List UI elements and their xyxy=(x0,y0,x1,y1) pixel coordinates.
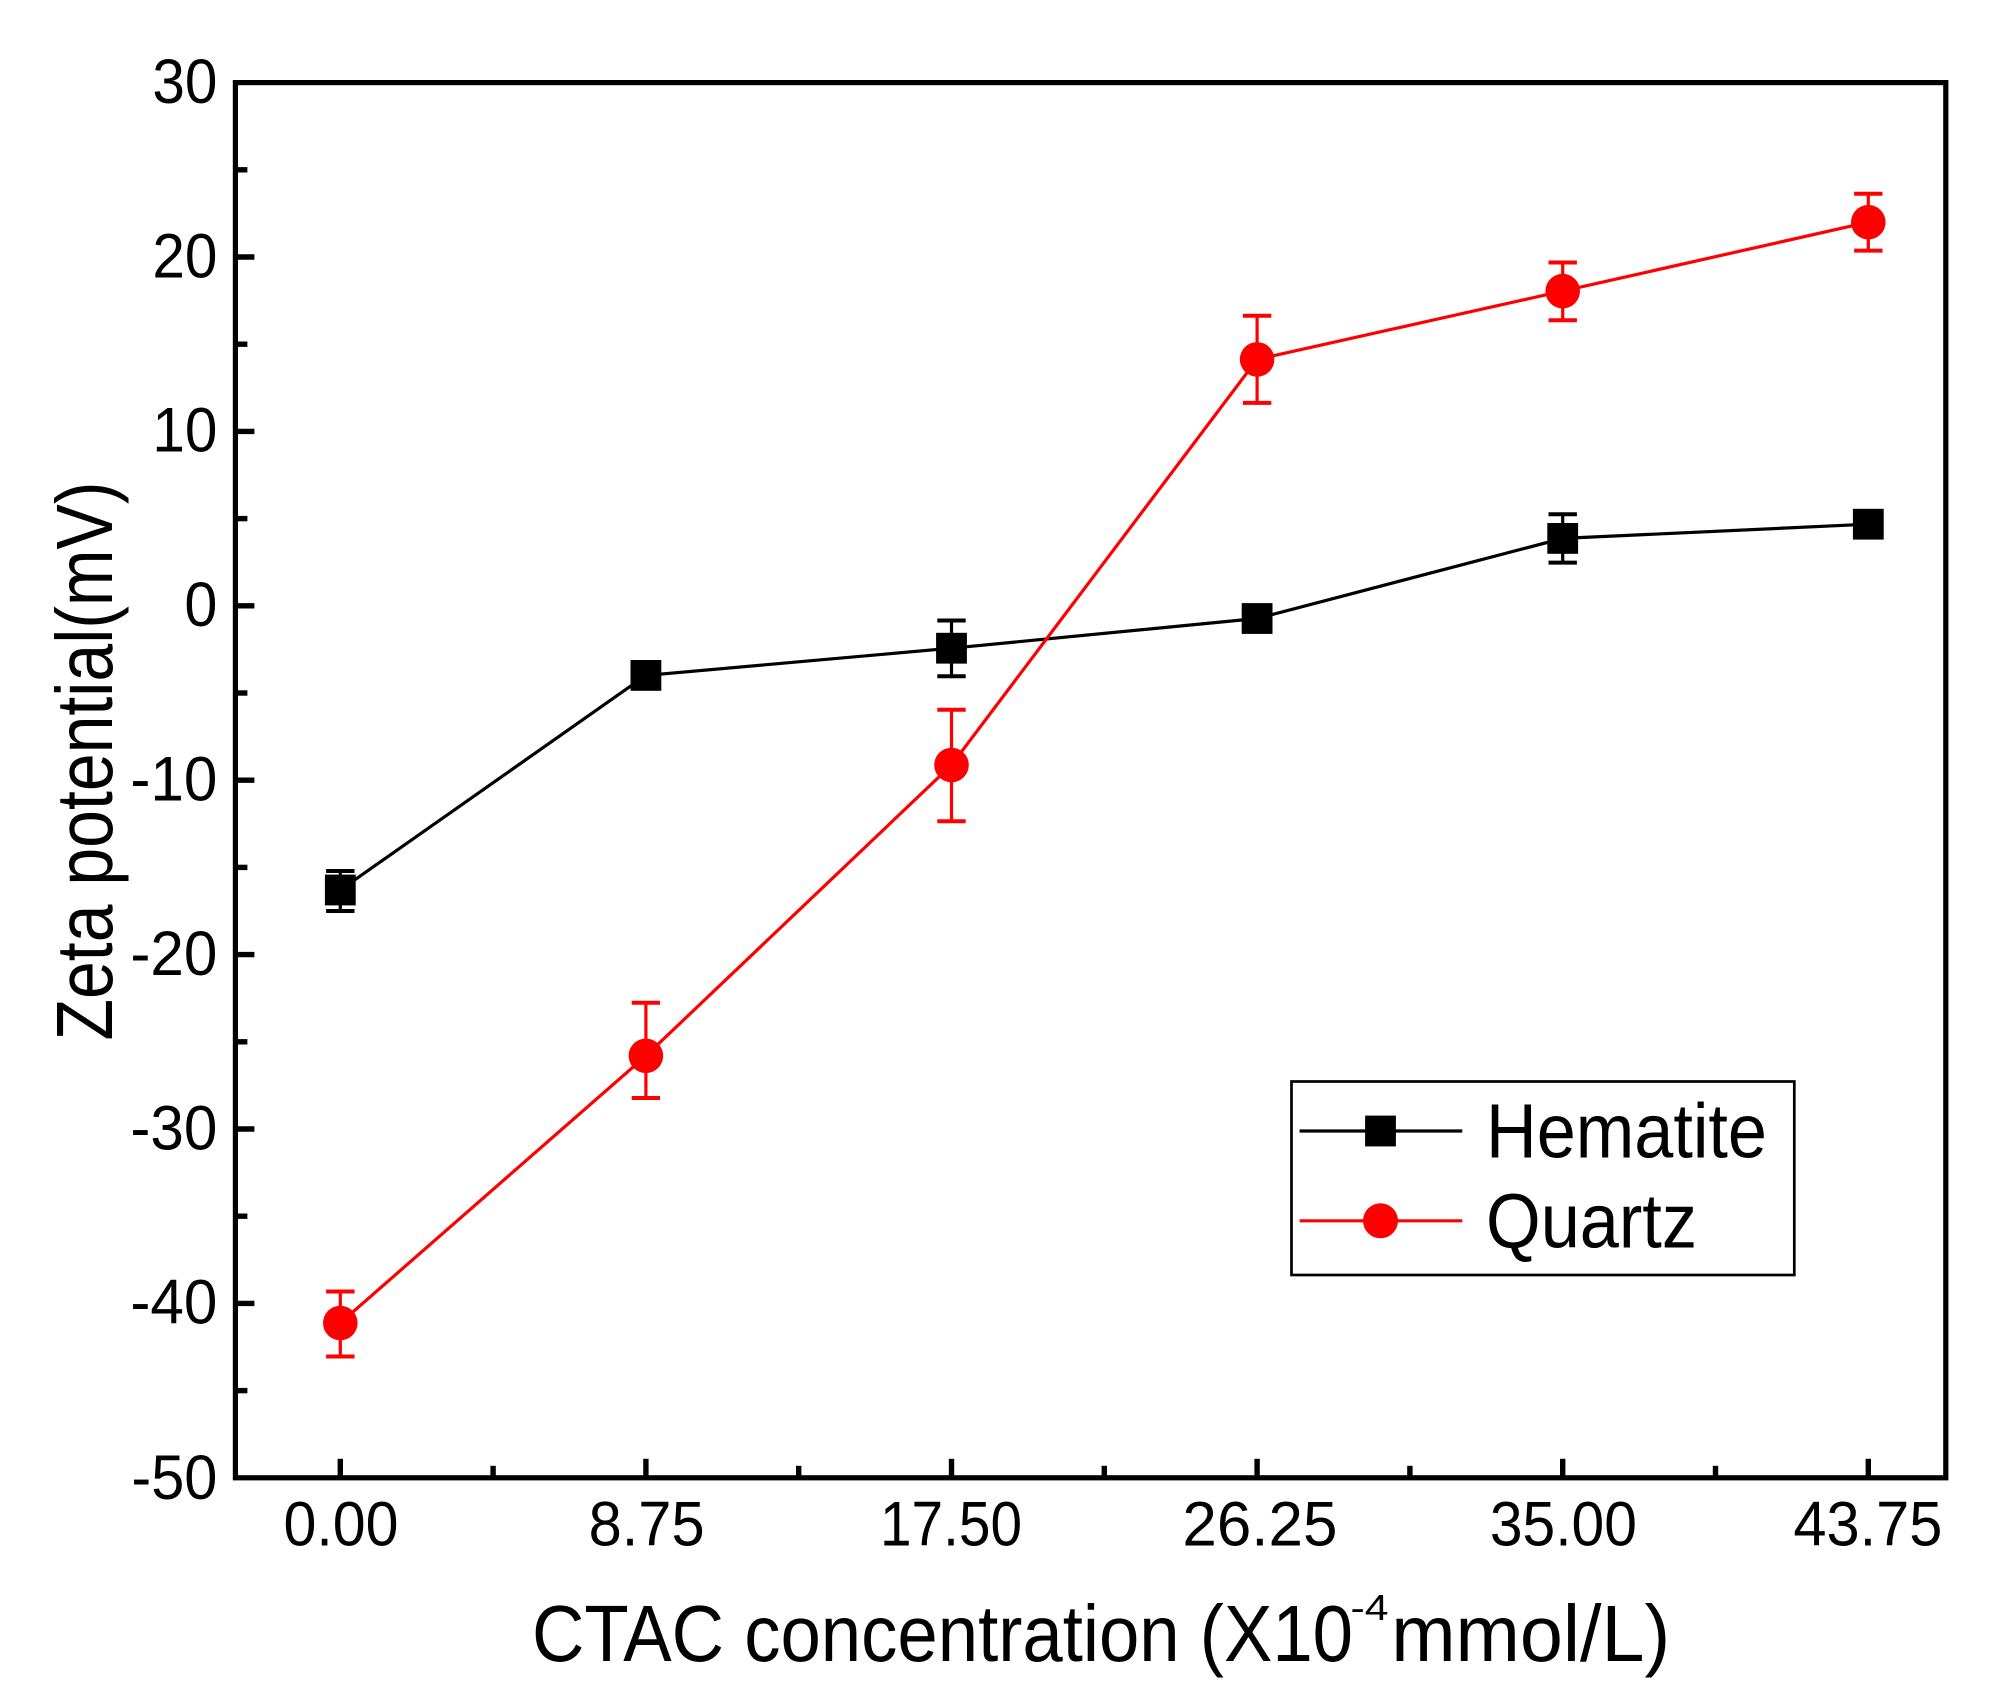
svg-text:Quartz: Quartz xyxy=(1486,1179,1697,1265)
svg-text:20: 20 xyxy=(152,221,217,291)
svg-text:-20: -20 xyxy=(130,919,217,989)
svg-text:CTAC concentration (X10: CTAC concentration (X10 xyxy=(532,1589,1353,1678)
svg-text:mmol/L): mmol/L) xyxy=(1391,1589,1670,1678)
svg-text:-10: -10 xyxy=(130,745,217,815)
svg-text:30: 30 xyxy=(152,47,217,117)
svg-text:Hematite: Hematite xyxy=(1486,1089,1767,1175)
svg-text:8.75: 8.75 xyxy=(589,1490,705,1560)
svg-text:Zeta potential(mV): Zeta potential(mV) xyxy=(40,482,129,1041)
svg-text:35.00: 35.00 xyxy=(1490,1490,1637,1560)
svg-text:17.50: 17.50 xyxy=(880,1490,1022,1560)
svg-text:-40: -40 xyxy=(130,1268,217,1338)
svg-text:43.75: 43.75 xyxy=(1793,1490,1942,1560)
svg-text:0: 0 xyxy=(184,570,217,640)
svg-text:0.00: 0.00 xyxy=(284,1490,399,1560)
svg-text:-30: -30 xyxy=(130,1093,217,1163)
svg-text:-50: -50 xyxy=(131,1443,217,1513)
svg-text:10: 10 xyxy=(152,396,217,466)
svg-text:26.25: 26.25 xyxy=(1182,1490,1337,1560)
svg-text:-4: -4 xyxy=(1351,1587,1389,1628)
